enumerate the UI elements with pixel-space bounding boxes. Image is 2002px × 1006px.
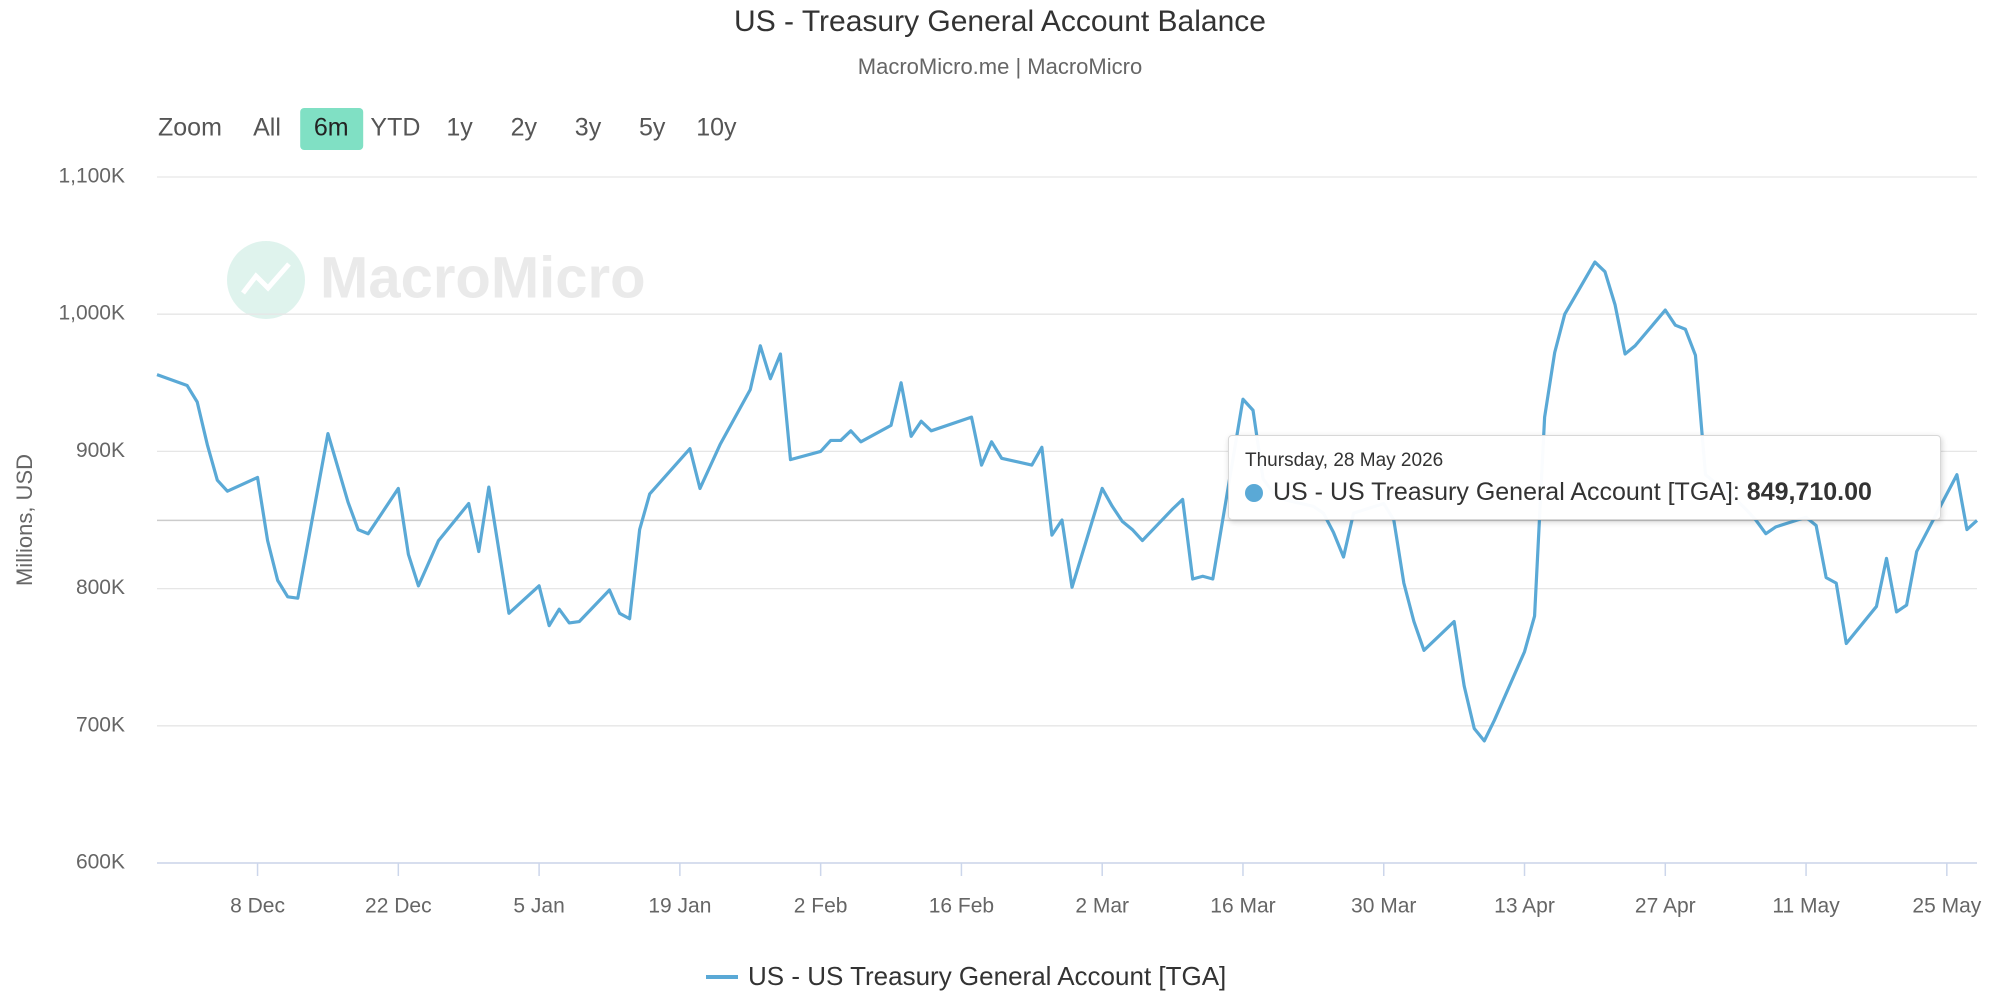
range-button-bg (300, 108, 364, 150)
range-button[interactable]: 10y (696, 114, 737, 142)
y-tick-label: 700K (76, 713, 125, 736)
x-tick-label: 5 Jan (513, 895, 564, 918)
y-tick-label: 900K (76, 439, 125, 462)
x-tick-label: 13 Apr (1494, 895, 1555, 918)
range-button[interactable]: 2y (511, 114, 538, 142)
x-tick-label: 16 Feb (929, 895, 994, 918)
tooltip-row: US - US Treasury General Account [TGA] 8… (1245, 478, 1924, 507)
x-tick-label: 25 May (1912, 895, 1981, 918)
x-tick-label: 22 Dec (365, 895, 432, 918)
tooltip-series: US - US Treasury General Account [TGA] (1273, 478, 1747, 507)
tooltip-title: Thursday, 28 May 2026 (1245, 450, 1444, 471)
range-button[interactable]: 1y (446, 114, 473, 142)
watermark: MacroMicro (227, 241, 646, 319)
range-button[interactable]: 6m (314, 114, 349, 142)
y-tick-label: 800K (76, 576, 125, 599)
x-tick-label: 2 Feb (794, 895, 848, 918)
y-tick-label: 1,100K (58, 165, 125, 188)
tooltip-value: 849,710.00 (1746, 478, 1872, 506)
y-axis-label: Millions, USD (12, 454, 37, 586)
chart-subtitle: MacroMicro.me | MacroMicro (858, 54, 1142, 79)
range-button[interactable]: YTD (370, 114, 420, 142)
x-tick-label: 2 Mar (1075, 895, 1129, 918)
zoom-label: Zoom (158, 114, 222, 142)
x-tick-label: 30 Mar (1351, 895, 1416, 918)
watermark-icon (227, 241, 305, 319)
y-tick-label: 600K (76, 851, 125, 874)
watermark-text: MacroMicro (320, 245, 646, 310)
x-tick-label: 16 Mar (1210, 895, 1275, 918)
x-tick-label: 8 Dec (230, 895, 285, 918)
tooltip-marker (1245, 483, 1263, 502)
x-tick-label: 19 Jan (648, 895, 711, 918)
x-tick-label: 27 Apr (1635, 895, 1696, 918)
range-button[interactable]: All (253, 114, 281, 142)
chart-title: US - Treasury General Account Balance (734, 5, 1266, 38)
line-series (156, 260, 1979, 743)
range-button[interactable]: 5y (639, 114, 666, 142)
legend-label[interactable]: US - US Treasury General Account [TGA] (748, 961, 1226, 991)
range-button[interactable]: 3y (575, 114, 602, 142)
x-tick-label: 11 May (1772, 895, 1840, 918)
watermark-icon-line (241, 262, 291, 295)
tooltip: Thursday, 28 May 2026 US - US Treasury G… (1228, 435, 1941, 520)
y-tick-label: 1,000K (58, 302, 125, 325)
